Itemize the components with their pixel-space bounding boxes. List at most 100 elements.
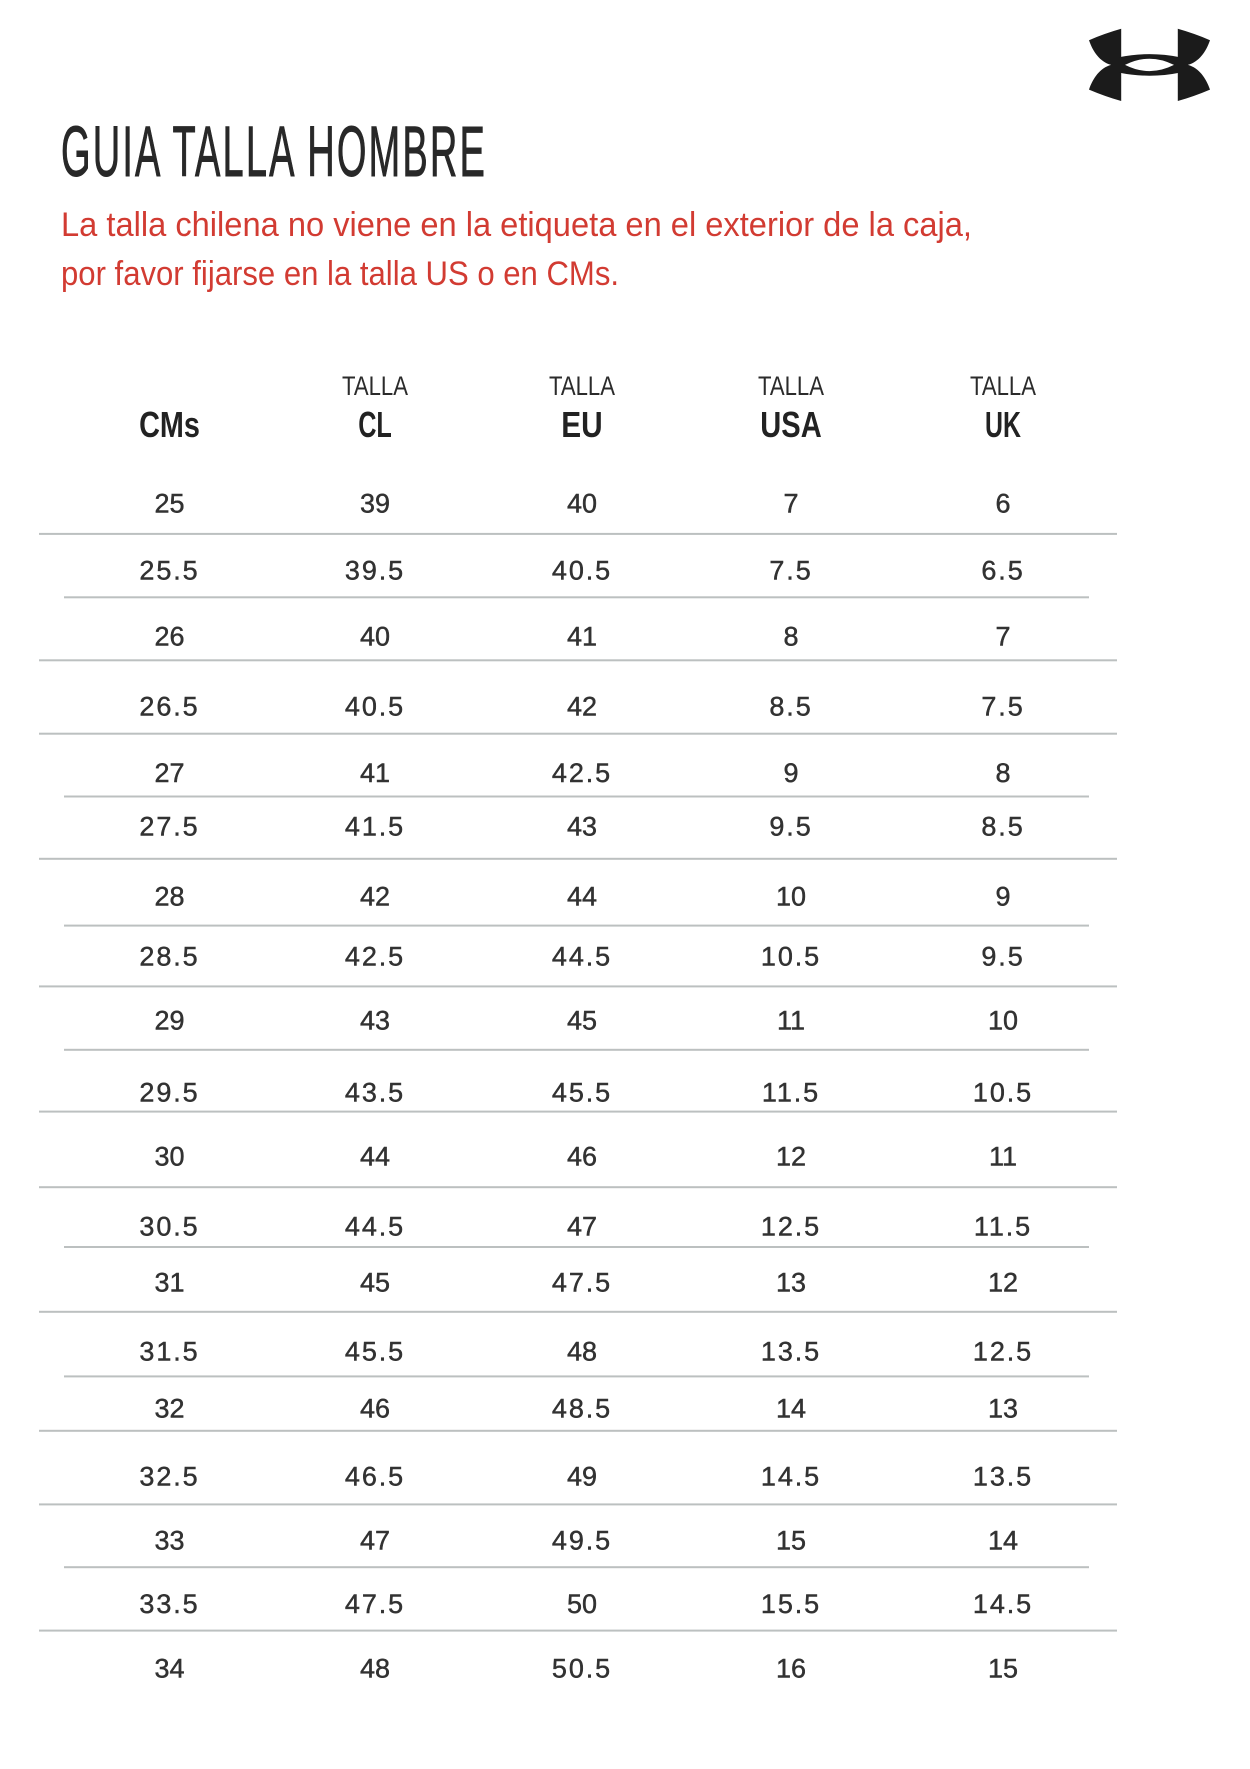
svg-text:27.5: 27.5: [139, 812, 199, 842]
svg-text:44: 44: [567, 882, 597, 912]
svg-text:41.5: 41.5: [345, 812, 405, 842]
svg-text:40.5: 40.5: [552, 556, 612, 586]
svg-text:13: 13: [776, 1268, 806, 1298]
svg-text:42: 42: [567, 692, 597, 722]
svg-text:12: 12: [776, 1142, 806, 1172]
svg-text:CMs: CMs: [139, 404, 200, 445]
svg-text:40.5: 40.5: [345, 692, 405, 722]
svg-text:47: 47: [360, 1526, 390, 1556]
svg-text:12.5: 12.5: [761, 1211, 821, 1241]
svg-text:43: 43: [567, 812, 597, 842]
svg-text:13.5: 13.5: [973, 1462, 1033, 1492]
svg-text:49.5: 49.5: [552, 1526, 612, 1556]
svg-text:33: 33: [154, 1526, 184, 1556]
svg-text:26: 26: [154, 622, 184, 652]
svg-text:44.5: 44.5: [345, 1211, 405, 1241]
svg-text:9: 9: [995, 882, 1010, 912]
svg-text:12: 12: [988, 1268, 1018, 1298]
svg-text:28.5: 28.5: [139, 942, 199, 972]
svg-text:6.5: 6.5: [981, 556, 1024, 586]
svg-text:48: 48: [567, 1337, 597, 1367]
svg-text:10: 10: [776, 882, 806, 912]
svg-text:44.5: 44.5: [552, 942, 612, 972]
svg-text:15: 15: [988, 1654, 1018, 1684]
svg-text:7.5: 7.5: [769, 556, 812, 586]
svg-text:por favor fijarse en la talla: por favor fijarse en la talla US o en CM…: [61, 255, 619, 293]
svg-text:49: 49: [567, 1462, 597, 1492]
svg-text:27: 27: [154, 758, 184, 788]
svg-text:43: 43: [360, 1006, 390, 1036]
svg-text:50: 50: [567, 1589, 597, 1619]
svg-text:TALLA: TALLA: [342, 371, 408, 401]
svg-text:40: 40: [360, 622, 390, 652]
svg-text:8: 8: [995, 758, 1010, 788]
svg-text:8.5: 8.5: [981, 812, 1024, 842]
svg-text:33.5: 33.5: [139, 1589, 199, 1619]
svg-text:47.5: 47.5: [552, 1268, 612, 1298]
svg-text:9: 9: [783, 758, 798, 788]
svg-text:15: 15: [776, 1526, 806, 1556]
svg-text:43.5: 43.5: [345, 1077, 405, 1107]
svg-text:45.5: 45.5: [345, 1337, 405, 1367]
svg-text:8: 8: [783, 622, 798, 652]
svg-text:12.5: 12.5: [973, 1337, 1033, 1367]
svg-text:39: 39: [360, 489, 390, 519]
svg-text:14.5: 14.5: [761, 1462, 821, 1492]
svg-text:42: 42: [360, 882, 390, 912]
svg-text:34: 34: [154, 1654, 184, 1684]
svg-text:31: 31: [154, 1268, 184, 1298]
svg-text:30.5: 30.5: [139, 1211, 199, 1241]
svg-text:11.5: 11.5: [762, 1077, 820, 1107]
svg-text:13: 13: [988, 1394, 1018, 1424]
svg-text:25: 25: [154, 489, 184, 519]
svg-text:11: 11: [989, 1142, 1017, 1172]
svg-text:26.5: 26.5: [139, 692, 199, 722]
svg-text:6: 6: [995, 489, 1010, 519]
svg-text:39.5: 39.5: [345, 556, 405, 586]
svg-text:9.5: 9.5: [769, 812, 812, 842]
svg-text:TALLA: TALLA: [758, 371, 824, 401]
svg-text:TALLA: TALLA: [970, 371, 1036, 401]
svg-text:10.5: 10.5: [973, 1077, 1033, 1107]
svg-text:CL: CL: [358, 404, 392, 445]
svg-text:7.5: 7.5: [981, 692, 1024, 722]
svg-text:47: 47: [567, 1211, 597, 1241]
svg-text:7: 7: [995, 622, 1010, 652]
svg-text:50.5: 50.5: [552, 1654, 612, 1684]
svg-text:41: 41: [567, 622, 597, 652]
svg-text:UK: UK: [985, 404, 1021, 445]
svg-text:14: 14: [988, 1526, 1018, 1556]
svg-text:La talla chilena no viene en l: La talla chilena no viene en la etiqueta…: [61, 206, 972, 244]
svg-text:10.5: 10.5: [761, 942, 821, 972]
svg-text:47.5: 47.5: [345, 1589, 405, 1619]
svg-text:11: 11: [777, 1006, 805, 1036]
svg-text:USA: USA: [760, 404, 821, 445]
svg-text:TALLA: TALLA: [549, 371, 615, 401]
svg-text:31.5: 31.5: [139, 1337, 199, 1367]
svg-text:15.5: 15.5: [761, 1589, 821, 1619]
svg-text:46: 46: [360, 1394, 390, 1424]
svg-text:44: 44: [360, 1142, 390, 1172]
svg-text:48.5: 48.5: [552, 1394, 612, 1424]
svg-text:45: 45: [567, 1006, 597, 1036]
svg-text:14.5: 14.5: [973, 1589, 1033, 1619]
svg-text:29: 29: [154, 1006, 184, 1036]
svg-text:32.5: 32.5: [139, 1462, 199, 1492]
svg-text:46.5: 46.5: [345, 1462, 405, 1492]
svg-text:16: 16: [776, 1654, 806, 1684]
svg-text:9.5: 9.5: [981, 942, 1024, 972]
svg-text:EU: EU: [561, 404, 602, 445]
svg-text:11.5: 11.5: [974, 1211, 1032, 1241]
svg-text:28: 28: [154, 882, 184, 912]
svg-text:13.5: 13.5: [761, 1337, 821, 1367]
svg-text:30: 30: [154, 1142, 184, 1172]
svg-text:45.5: 45.5: [552, 1077, 612, 1107]
svg-text:14: 14: [776, 1394, 806, 1424]
svg-text:GUIA TALLA HOMBRE: GUIA TALLA HOMBRE: [61, 113, 487, 192]
svg-text:40: 40: [567, 489, 597, 519]
svg-text:10: 10: [988, 1006, 1018, 1036]
svg-text:32: 32: [154, 1394, 184, 1424]
svg-text:46: 46: [567, 1142, 597, 1172]
svg-text:42.5: 42.5: [345, 942, 405, 972]
svg-text:8.5: 8.5: [769, 692, 812, 722]
